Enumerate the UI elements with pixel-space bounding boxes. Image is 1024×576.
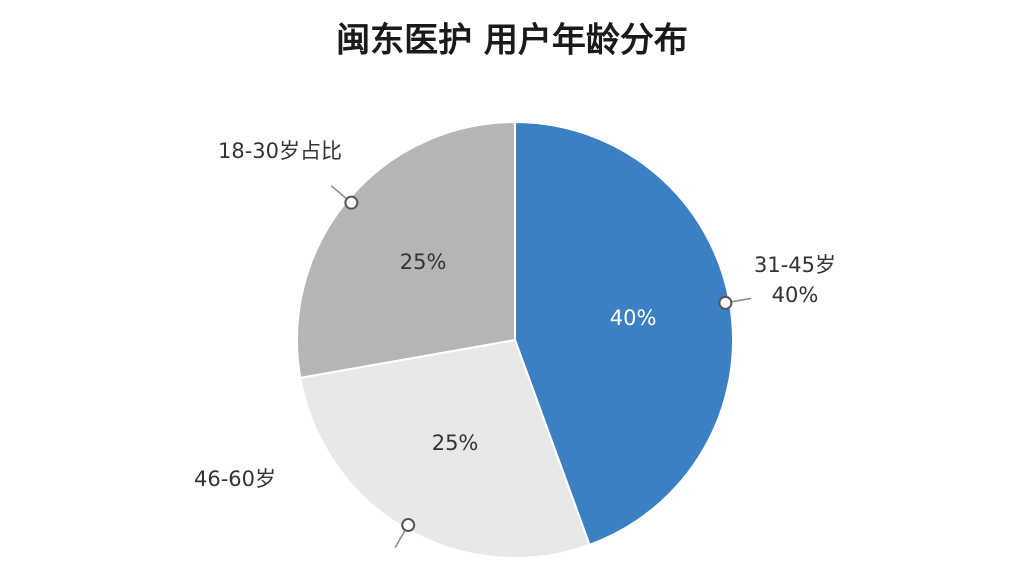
chart-title: 闽东医护 用户年龄分布	[336, 21, 688, 61]
slice-name-label: 18-30岁占比	[218, 139, 342, 163]
pie: 40% 31-45岁 40% 25% 46-60岁 25% 18-30岁占比	[194, 120, 836, 559]
slice-name-label: 46-60岁	[194, 467, 276, 491]
slice-outer-value: 40%	[772, 283, 819, 307]
leader-dot	[401, 518, 416, 533]
leader-dot	[718, 295, 733, 310]
slice-value-label: 40%	[610, 306, 657, 330]
leader-dot	[344, 195, 359, 210]
slice-value-label: 25%	[400, 250, 447, 274]
slice-value-label: 25%	[432, 431, 479, 455]
slice-name-label: 31-45岁	[754, 253, 836, 277]
